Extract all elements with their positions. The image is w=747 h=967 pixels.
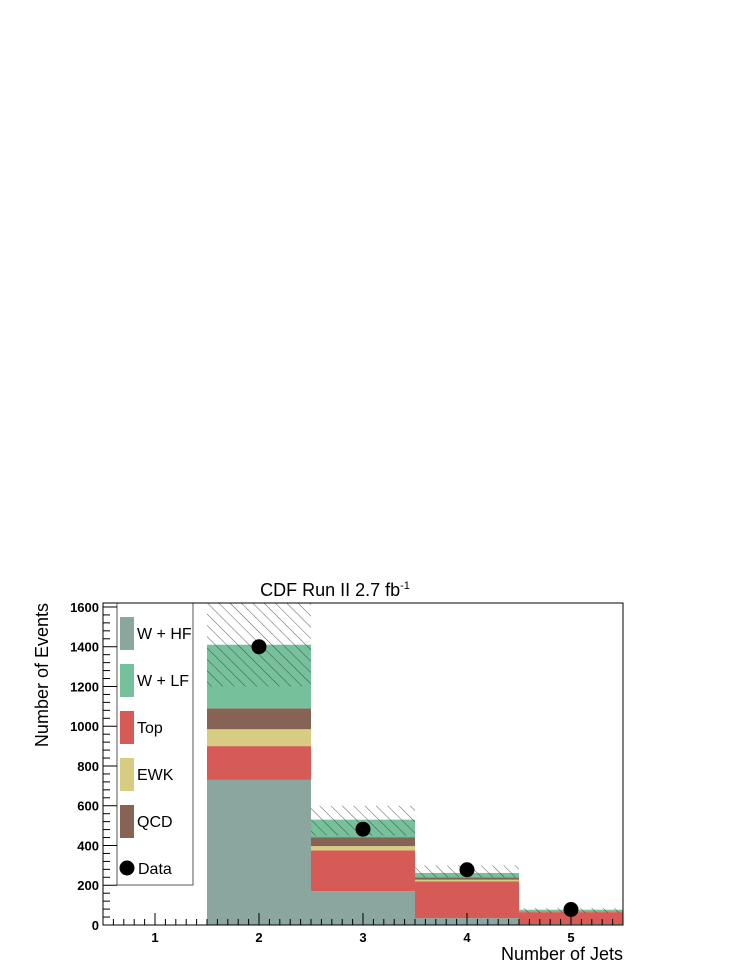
x-tick-label: 4: [463, 930, 471, 945]
y-tick-label: 600: [77, 799, 99, 814]
legend-marker-data: [120, 861, 135, 876]
bar-w-hf-2: [207, 780, 311, 925]
stacked-bars: [207, 645, 623, 925]
legend-label-data: Data: [138, 861, 172, 878]
legend-label-ewk: EWK: [137, 767, 174, 784]
x-axis-title: Number of Jets: [501, 944, 623, 964]
legend-label-w-hf: W + HF: [137, 626, 192, 643]
chart-title-main: CDF Run II 2.7 fb: [260, 580, 400, 600]
bar-ewk-4: [415, 880, 519, 882]
legend: W + HF W + LF Top EWK QCD Data: [117, 603, 193, 885]
y-tick-label: 1200: [70, 679, 99, 694]
x-tick-label: 1: [151, 930, 158, 945]
x-tick-label: 5: [567, 930, 574, 945]
y-tick-label: 1600: [70, 600, 99, 615]
bar-ewk-2: [207, 729, 311, 746]
data-point-4: [460, 862, 475, 877]
bar-qcd-3: [311, 837, 415, 846]
y-tick-label: 0: [92, 918, 99, 933]
x-tick-label: 3: [359, 930, 366, 945]
legend-label-qcd: QCD: [137, 814, 173, 831]
bar-qcd-4: [415, 877, 519, 879]
y-axis: 0 200 400 600 800 1000 1200 1400 1600: [70, 600, 117, 933]
chart-title: CDF Run II 2.7 fb-1: [260, 580, 410, 600]
y-tick-label: 1000: [70, 719, 99, 734]
bar-ewk-3: [311, 846, 415, 850]
legend-label-top: Top: [137, 720, 163, 737]
legend-swatch-ewk: [120, 758, 134, 791]
y-tick-label: 200: [77, 878, 99, 893]
legend-label-w-lf: W + LF: [137, 673, 189, 690]
chart-title-superscript: -1: [400, 580, 410, 592]
y-tick-label: 400: [77, 838, 99, 853]
y-tick-label: 800: [77, 759, 99, 774]
legend-swatch-qcd: [120, 805, 134, 838]
bar-qcd-2: [207, 708, 311, 729]
y-tick-label: 1400: [70, 640, 99, 655]
y-axis-title: Number of Events: [32, 603, 52, 747]
bar-top-2: [207, 746, 311, 780]
bar-top-3: [311, 850, 415, 891]
x-tick-label: 2: [255, 930, 262, 945]
data-point-3: [356, 822, 371, 837]
data-point-2: [252, 639, 267, 654]
legend-swatch-w-hf: [120, 617, 134, 650]
legend-swatch-w-lf: [120, 664, 134, 697]
legend-swatch-top: [120, 711, 134, 744]
bar-top-4: [415, 881, 519, 918]
